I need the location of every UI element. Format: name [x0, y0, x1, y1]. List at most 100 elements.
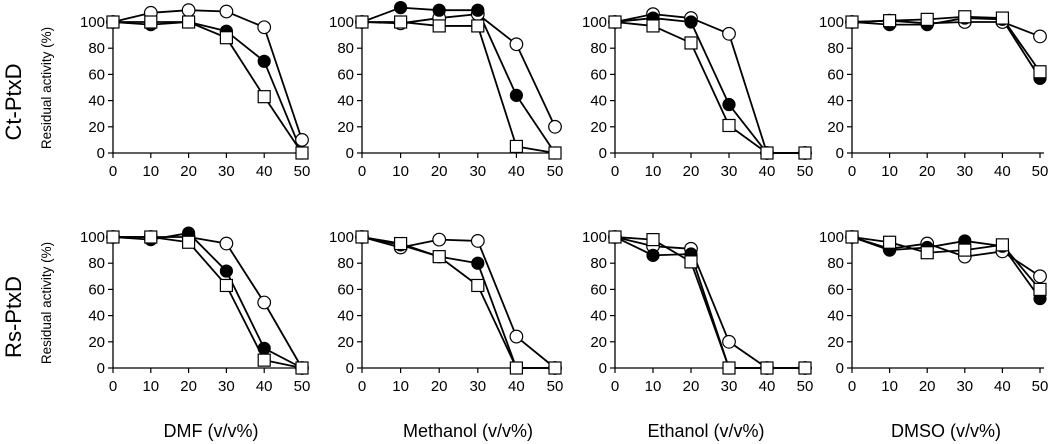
data-point-filled-circle	[432, 3, 446, 17]
y-tick-label: 0	[836, 360, 844, 377]
x-tick-label: 20	[180, 163, 197, 180]
series-line-open-square	[614, 21, 805, 154]
x-tick-label: 0	[358, 163, 366, 180]
data-point-open-square	[958, 243, 972, 257]
data-point-open-square	[355, 230, 369, 244]
data-point-open-circle	[1033, 29, 1047, 44]
series-line-open-circle	[614, 236, 805, 369]
data-point-open-square	[920, 246, 934, 260]
x-tick-label: 0	[109, 163, 117, 180]
x-tick-label: 40	[256, 378, 273, 395]
data-point-filled-circle	[471, 3, 485, 17]
y-tick-label: 0	[97, 145, 105, 162]
y-axis-label-bottom: Residual activity (%)	[39, 242, 54, 364]
x-tick-label: 40	[994, 378, 1011, 395]
data-point-open-square	[509, 361, 523, 375]
data-point-open-square	[798, 146, 812, 160]
y-tick-label: 60	[337, 281, 354, 298]
y-tick-label: 100	[582, 14, 607, 31]
x-tick-label: 30	[218, 378, 235, 395]
data-point-open-square	[509, 139, 523, 154]
x-axis-label-dmf: DMF (v/v%)	[164, 421, 259, 441]
x-tick-label: 50	[797, 378, 814, 395]
x-tick-label: 10	[645, 163, 662, 180]
row-labels: Ct-PtxD Rs-PtxD	[1, 64, 26, 358]
data-point-open-square	[845, 15, 859, 29]
y-tick-label: 20	[337, 334, 354, 351]
data-point-open-circle	[509, 329, 524, 344]
series-line-open-circle	[113, 236, 303, 369]
data-point-filled-circle	[219, 264, 233, 278]
x-tick-label: 10	[142, 163, 159, 180]
chart-panel-ct-ptxd-1: 0 20 40 60 80 100 0 10 20 30 40 50	[80, 3, 310, 180]
x-tick-label: 10	[392, 378, 409, 395]
x-tick-label: 10	[392, 163, 409, 180]
data-point-filled-circle	[257, 341, 271, 355]
data-point-filled-circle	[471, 256, 485, 270]
data-point-open-square	[257, 353, 271, 367]
x-tick-label: 30	[721, 378, 738, 395]
y-tick-label: 80	[827, 255, 844, 272]
data-point-open-square	[394, 236, 408, 251]
data-point-open-square	[995, 238, 1010, 252]
data-point-open-square	[722, 361, 736, 375]
x-tick-label: 0	[109, 378, 117, 395]
y-tick-label: 60	[827, 281, 844, 298]
y-tick-label: 20	[88, 334, 105, 351]
data-point-open-circle	[295, 132, 309, 147]
y-tick-label: 20	[88, 119, 105, 136]
series-line-filled-circle	[361, 236, 555, 369]
data-point-open-square	[995, 11, 1010, 25]
chart-panel-rs-ptxd-4: 0 20 40 60 80 100 0 10 20 30 40 50	[819, 229, 1048, 395]
x-tick-label: 0	[358, 378, 366, 395]
series-line-filled-circle	[112, 232, 303, 369]
y-tick-label: 40	[590, 308, 607, 325]
y-tick-label: 100	[329, 229, 354, 246]
data-point-open-circle	[722, 334, 736, 349]
chart-panel-ct-ptxd-3: 0 20 40 60 80 100 0 10 20 30 40 50	[582, 7, 814, 180]
y-tick-label: 20	[827, 119, 844, 136]
y-tick-label: 60	[88, 66, 105, 83]
data-point-open-square	[548, 361, 562, 375]
data-point-open-square	[798, 361, 812, 375]
series-line-open-square	[113, 21, 303, 154]
data-point-open-square	[1033, 65, 1047, 79]
y-tick-label: 60	[590, 66, 607, 83]
data-point-open-square	[646, 19, 660, 33]
data-point-open-circle	[548, 119, 562, 134]
row-label-ct-ptxd: Ct-PtxD	[1, 64, 26, 141]
x-tick-label: 50	[797, 163, 814, 180]
series-line-filled-circle	[614, 236, 805, 369]
x-tick-label: 40	[508, 378, 525, 395]
data-point-open-square	[845, 230, 859, 244]
y-tick-label: 0	[97, 360, 105, 377]
data-point-filled-circle	[684, 15, 698, 29]
x-tick-label: 40	[994, 163, 1011, 180]
series-line-filled-circle	[851, 236, 1041, 300]
x-tick-label: 30	[956, 378, 973, 395]
chart-panel-rs-ptxd-3: 0 20 40 60 80 100 0 10 20 30 40 50	[582, 229, 813, 395]
y-tick-label: 80	[337, 255, 354, 272]
series-line-filled-circle	[112, 21, 303, 154]
y-tick-label: 80	[590, 255, 607, 272]
data-point-open-square	[760, 146, 774, 160]
y-tick-label: 60	[590, 281, 607, 298]
data-point-open-square	[684, 36, 698, 50]
x-tick-label: 20	[919, 378, 936, 395]
x-axis-label-methanol: Methanol (v/v%)	[403, 421, 533, 441]
x-axis-label-dmso: DMSO (v/v%)	[891, 421, 1001, 441]
data-point-filled-circle	[722, 97, 736, 112]
chart-panel-rs-ptxd-2: 0 20 40 60 80 100 0 10 20 30 40 50	[329, 229, 563, 395]
data-point-open-square	[958, 10, 972, 24]
x-tick-label: 30	[218, 163, 235, 180]
data-point-open-square	[471, 19, 485, 33]
data-point-open-circle	[257, 295, 272, 310]
x-tick-label: 40	[508, 163, 525, 180]
data-point-open-square	[182, 15, 196, 29]
data-point-open-circle	[219, 4, 234, 19]
data-point-open-square	[144, 230, 158, 244]
x-tick-label: 50	[1032, 378, 1049, 395]
y-axis-label-top: Residual activity (%)	[39, 27, 54, 149]
x-tick-label: 30	[721, 163, 738, 180]
x-tick-label: 10	[645, 378, 662, 395]
